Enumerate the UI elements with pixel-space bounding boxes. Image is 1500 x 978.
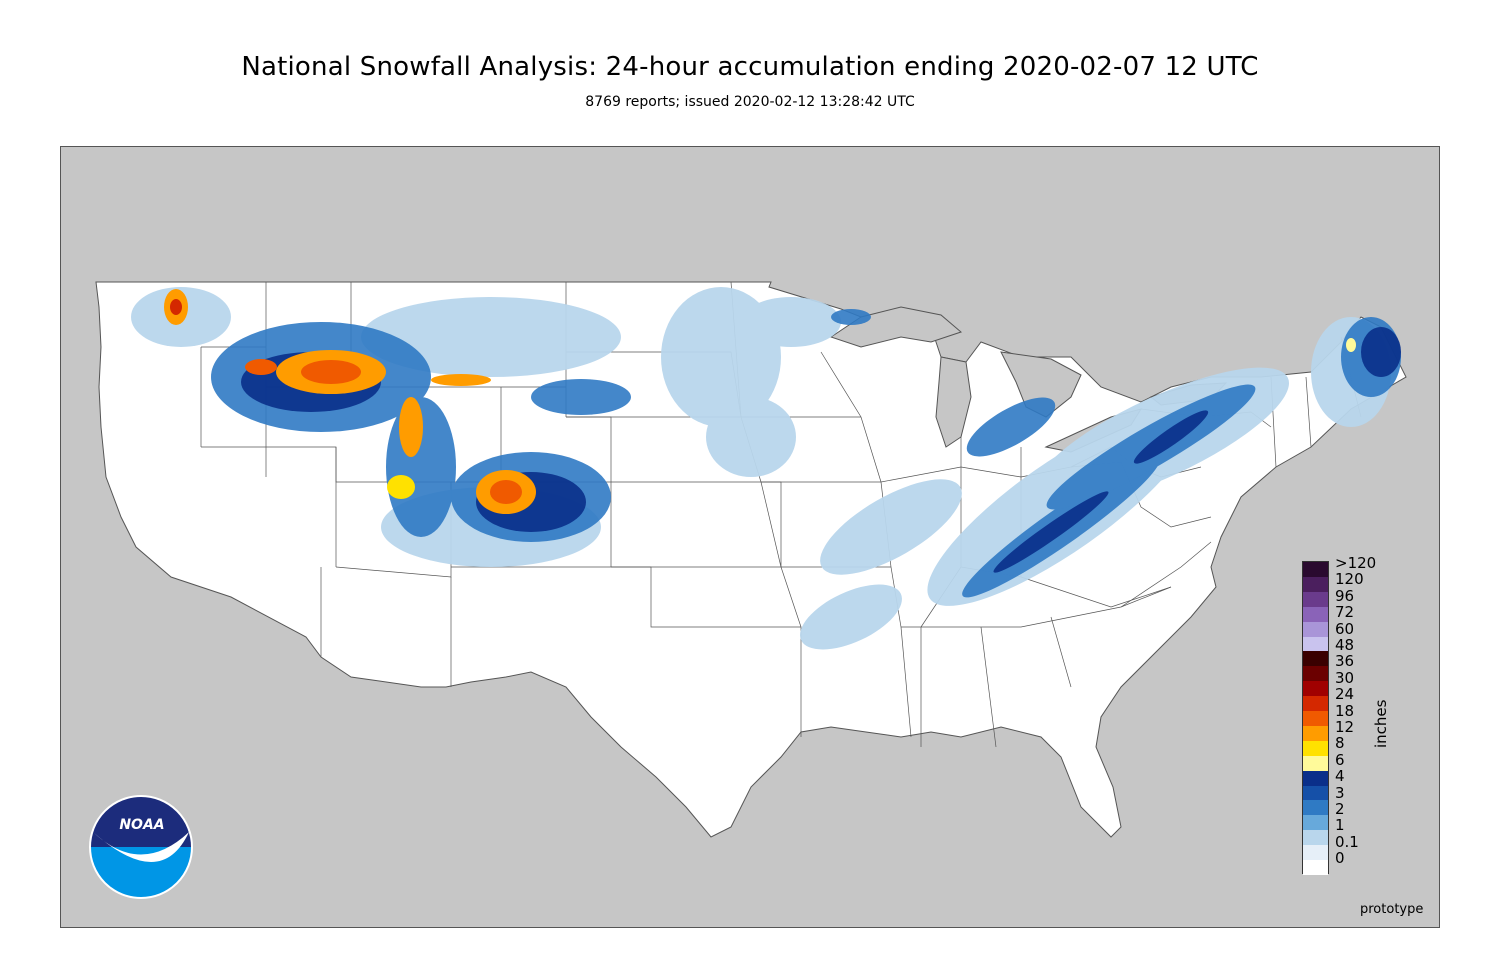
map-canvas [89,281,1407,899]
legend-label: 4 [1335,767,1345,786]
legend-label: 8 [1335,734,1345,753]
legend-units: inches [1372,699,1390,748]
legend-swatch [1303,606,1328,623]
legend-label: 6 [1335,750,1345,769]
legend-label: 0 [1335,849,1345,868]
legend-label: 120 [1335,570,1364,589]
page-subtitle: 8769 reports; issued 2020-02-12 13:28:42… [585,94,915,110]
legend-label: 60 [1335,619,1355,638]
prototype-note: prototype [1360,902,1424,917]
noaa-logo [89,795,193,899]
lake-huron [1000,351,1082,418]
legend-swatch [1303,651,1328,667]
legend-colorbar [1302,561,1329,876]
legend-swatch [1303,576,1328,593]
legend-label: 72 [1335,603,1355,622]
noaa-logo-text: NOAA [119,817,165,833]
legend-label: 30 [1335,668,1355,687]
legend-swatch [1303,815,1328,831]
legend-swatch [1303,740,1328,757]
legend-label: 36 [1335,652,1355,671]
legend-label: 24 [1335,685,1355,704]
legend-swatch [1303,711,1328,727]
lake-michigan [935,356,972,448]
page-title: National Snowfall Analysis: 24-hour accu… [241,52,1259,82]
legend-label: 2 [1335,800,1345,818]
legend-label: 18 [1335,701,1355,720]
legend-swatch [1303,755,1328,772]
legend-swatch [1303,770,1328,787]
legend-swatch [1303,860,1328,876]
legend-swatch [1303,696,1328,712]
legend-swatch [1303,591,1328,608]
legend-swatch [1303,681,1328,697]
legend-label: 3 [1335,783,1345,802]
snow-extreme [164,289,1356,514]
legend-swatch [1303,845,1328,861]
legend-swatch [1303,800,1328,816]
legend-swatch [1303,785,1328,801]
legend-label: 96 [1335,586,1355,605]
legend-swatch [1303,666,1328,682]
legend-swatch [1303,562,1328,578]
legend-swatch [1303,636,1328,652]
snowfall-map[interactable]: NOAA [60,146,1440,928]
legend-label: 0.1 [1335,832,1359,851]
legend-swatch [1303,830,1328,846]
legend-label: 1 [1335,816,1345,835]
legend-swatch [1303,725,1328,742]
legend-label: >120 [1335,554,1377,572]
legend-label: 48 [1335,636,1355,654]
legend-label: 12 [1335,718,1355,736]
legend-swatch [1303,621,1328,637]
